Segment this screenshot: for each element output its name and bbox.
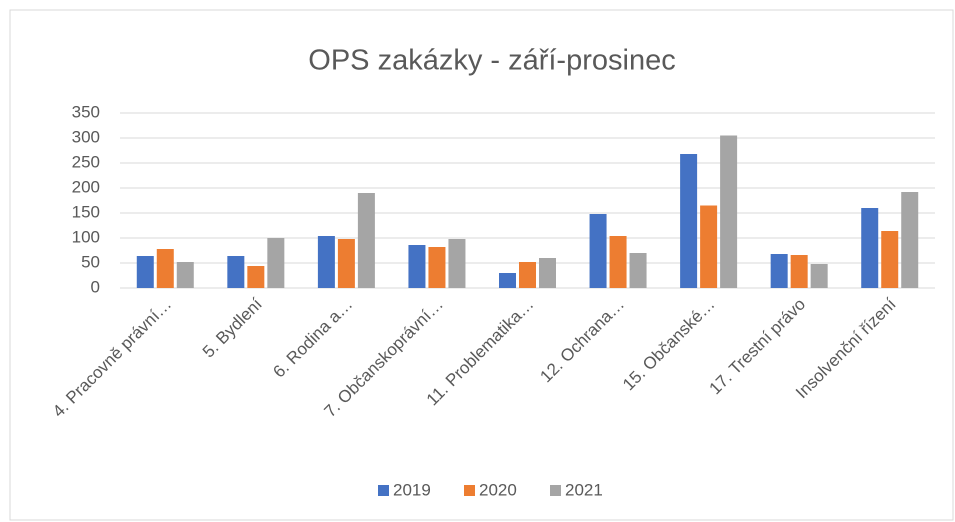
bar: [227, 256, 245, 288]
bar: [519, 262, 536, 288]
bar: [720, 135, 738, 288]
y-tick-label: 300: [72, 127, 100, 146]
bar: [428, 247, 446, 288]
bar: [317, 236, 335, 288]
y-tick-label: 0: [91, 277, 100, 296]
bar: [700, 205, 718, 288]
legend-label: 2021: [565, 480, 603, 499]
legend-label: 2020: [479, 480, 517, 499]
bar: [861, 208, 879, 288]
y-tick-label: 100: [72, 227, 100, 246]
bar: [448, 239, 466, 288]
y-tick-label: 200: [72, 177, 100, 196]
bar: [156, 249, 174, 288]
bar: [337, 239, 355, 288]
y-tick-label: 250: [72, 152, 100, 171]
y-tick-label: 150: [72, 202, 100, 221]
bar: [136, 256, 154, 288]
y-tick-label: 50: [81, 252, 100, 271]
y-tick-label: 350: [72, 102, 100, 121]
bar: [881, 231, 899, 288]
bar: [499, 273, 516, 288]
bar: [901, 192, 919, 288]
bar: [680, 154, 698, 288]
legend-label: 2019: [393, 480, 431, 499]
legend-swatch: [464, 485, 475, 496]
bar: [247, 266, 265, 288]
bar: [629, 253, 647, 288]
bar: [609, 236, 627, 288]
bar: [408, 245, 426, 288]
bar: [176, 262, 194, 288]
bar: [770, 254, 788, 288]
legend-swatch: [550, 485, 561, 496]
bar: [539, 258, 556, 288]
bar: [790, 255, 808, 288]
bar: [357, 193, 375, 288]
legend-swatch: [378, 485, 389, 496]
bar: [589, 214, 607, 288]
bar: [267, 238, 285, 288]
chart-title: OPS zakázky - září-prosinec: [308, 45, 675, 77]
bar: [810, 264, 828, 288]
